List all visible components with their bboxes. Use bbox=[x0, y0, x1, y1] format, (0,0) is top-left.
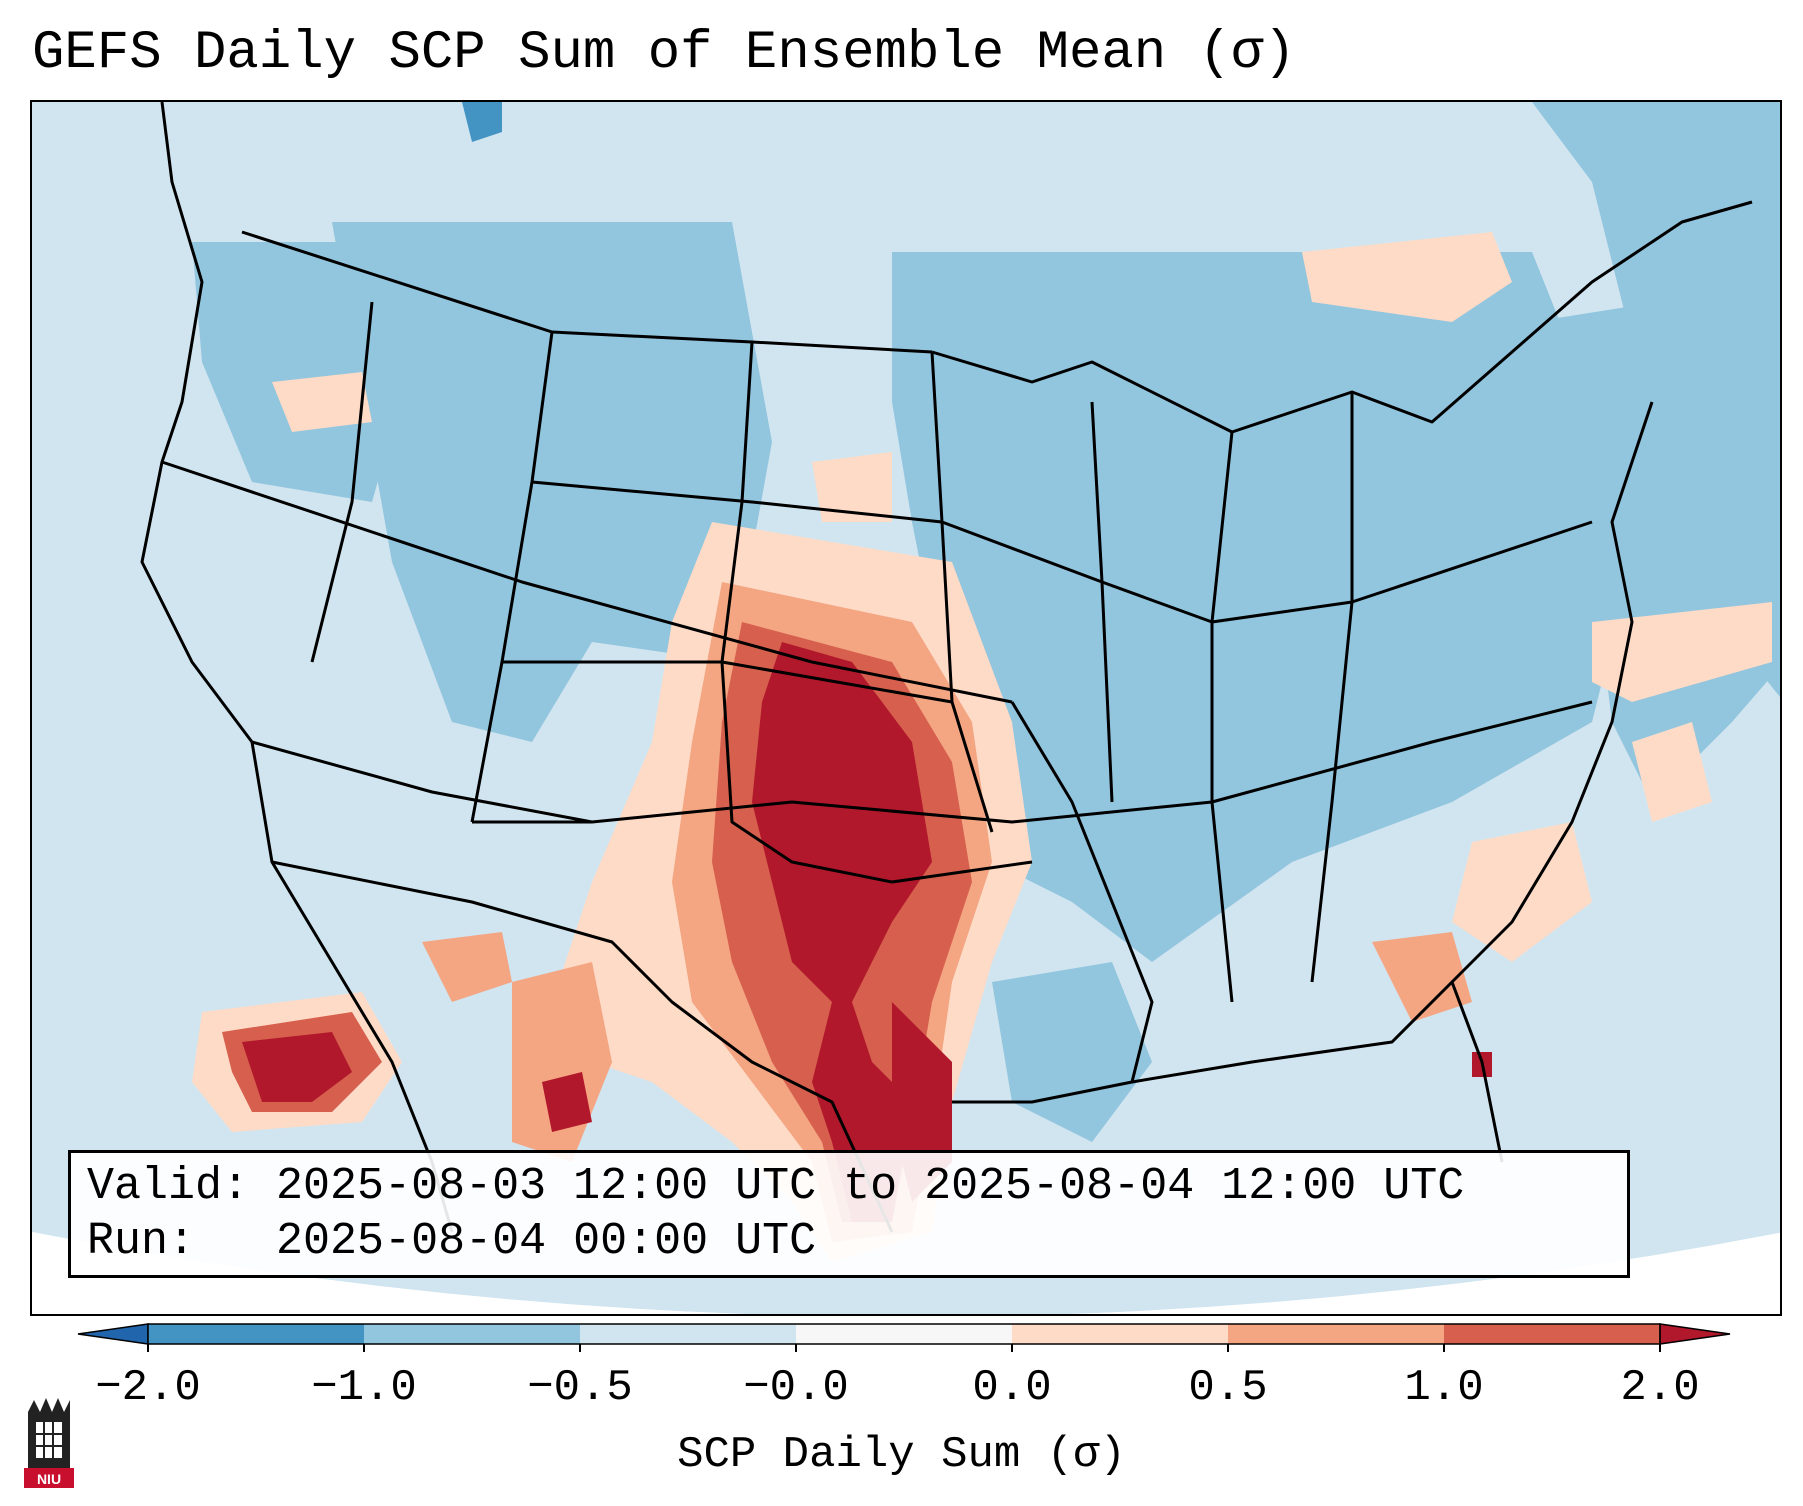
projection-edge bbox=[32, 1232, 1780, 1314]
colorbar-tick-label: 2.0 bbox=[1620, 1363, 1700, 1413]
positive-anomaly-region bbox=[422, 932, 512, 1002]
colorbar bbox=[77, 1323, 1731, 1352]
negative-anomaly-region bbox=[152, 102, 1780, 702]
positive-anomaly-patch bbox=[1452, 822, 1592, 962]
positive-anomaly-patch bbox=[812, 452, 892, 522]
positive-anomaly-patch bbox=[1632, 722, 1712, 822]
state-boundaries bbox=[140, 102, 1753, 1233]
negative-anomaly-region bbox=[332, 222, 772, 742]
high-anomaly-core bbox=[542, 1072, 592, 1132]
colorbar-outline bbox=[147, 1323, 1661, 1345]
high-anomaly-core bbox=[752, 642, 932, 1222]
colorbar-bin bbox=[1444, 1324, 1660, 1344]
niu-logo: NIU bbox=[24, 1398, 74, 1488]
anomaly-map bbox=[32, 102, 1780, 1314]
chart-title: GEFS Daily SCP Sum of Ensemble Mean (σ) bbox=[32, 23, 1296, 84]
valid-time-range: 2025-08-03 12:00 UTC to 2025-08-04 12:00… bbox=[276, 1161, 1465, 1212]
colorbar-bin bbox=[580, 1324, 796, 1344]
colorbar-tick-label: 0.0 bbox=[972, 1363, 1052, 1413]
colorbar-tick-label: −2.0 bbox=[95, 1363, 201, 1413]
valid-run-info-box: Valid: 2025-08-03 12:00 UTC to 2025-08-0… bbox=[68, 1150, 1630, 1278]
positive-anomaly-patch bbox=[272, 372, 372, 432]
colorbar-bin bbox=[364, 1324, 580, 1344]
colorbar-tick-label: 1.0 bbox=[1404, 1363, 1484, 1413]
colorbar-bin bbox=[1228, 1324, 1444, 1344]
high-anomaly-core bbox=[242, 1032, 352, 1102]
colorbar-tick-label: 0.5 bbox=[1188, 1363, 1268, 1413]
colorbar-bin bbox=[796, 1324, 1012, 1344]
map-panel bbox=[30, 100, 1782, 1316]
run-label: Run: bbox=[87, 1216, 196, 1267]
colorbar-bin bbox=[148, 1324, 364, 1344]
positive-anomaly-region bbox=[1372, 932, 1472, 1022]
colorbar-tick-label: −0.0 bbox=[743, 1363, 849, 1413]
colorbar-extend-low bbox=[77, 1323, 149, 1345]
colorbar-bin bbox=[1012, 1324, 1228, 1344]
negative-anomaly-region bbox=[892, 252, 1632, 962]
positive-anomaly-patch bbox=[1592, 602, 1772, 702]
colorbar-tick-label: −0.5 bbox=[527, 1363, 633, 1413]
run-time: 2025-08-04 00:00 UTC bbox=[276, 1216, 817, 1267]
negative-anomaly-region bbox=[462, 102, 502, 142]
logo-text: NIU bbox=[37, 1471, 61, 1487]
positive-anomaly-patch bbox=[1302, 232, 1512, 322]
colorbar-extend-high bbox=[1659, 1323, 1731, 1345]
colorbar-tick-label: −1.0 bbox=[311, 1363, 417, 1413]
valid-label: Valid: bbox=[87, 1161, 250, 1212]
negative-anomaly-region bbox=[992, 962, 1152, 1142]
colorbar-label: SCP Daily Sum (σ) bbox=[677, 1430, 1126, 1480]
